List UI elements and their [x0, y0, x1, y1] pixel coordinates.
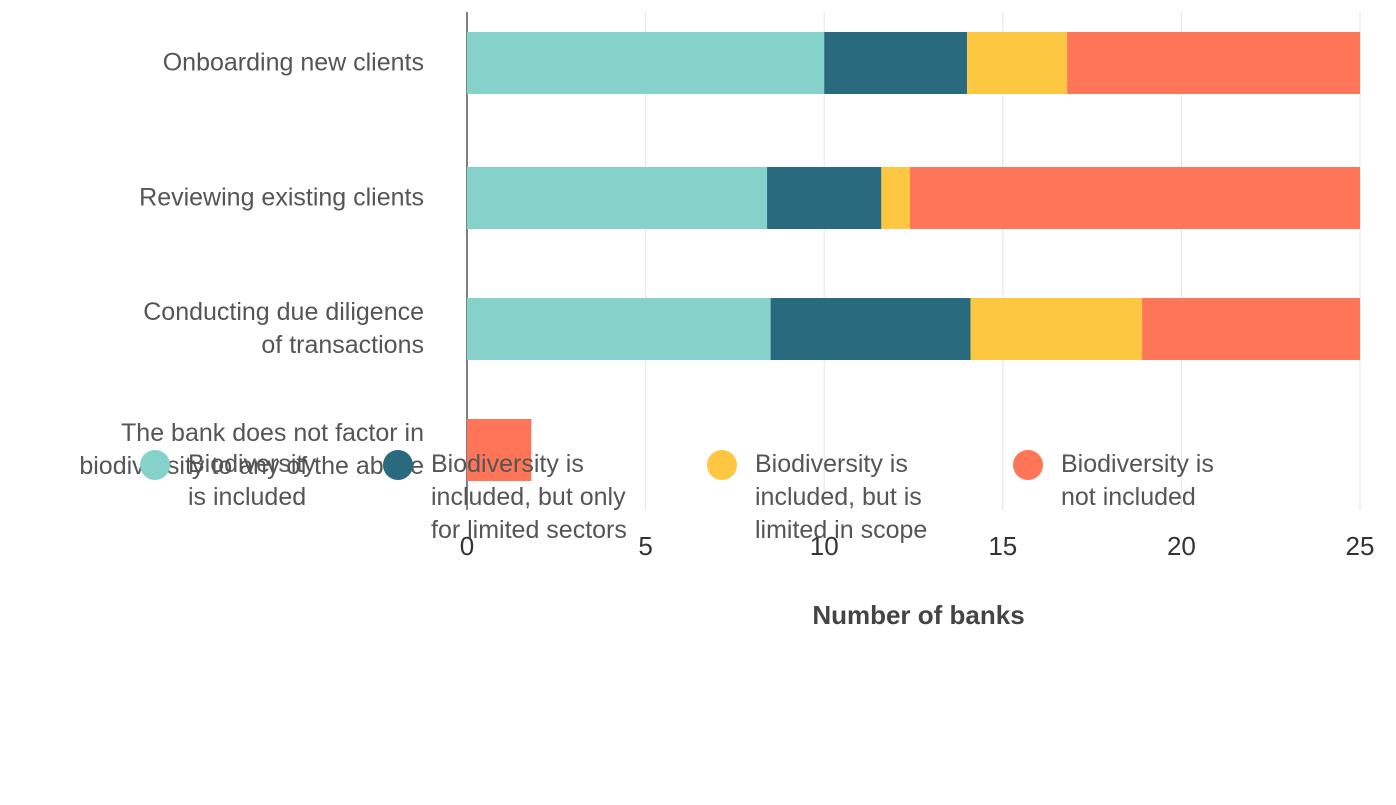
- category-label: Conducting due diligence of transactions: [143, 298, 424, 359]
- bar-segment: [467, 32, 825, 94]
- legend-swatch: [707, 450, 737, 480]
- category-label: Reviewing existing clients: [139, 183, 424, 212]
- x-tick-label: 10: [810, 531, 839, 561]
- legend-label: Biodiversity is included, but only for l…: [431, 450, 627, 544]
- legend-label: Biodiversity is included, but is limited…: [755, 450, 928, 544]
- x-tick-label: 15: [988, 531, 1017, 561]
- bar-segment: [770, 298, 971, 360]
- bar-segment: [970, 298, 1143, 360]
- legend-swatch: [140, 450, 170, 480]
- bar-segment: [467, 167, 768, 229]
- bar-segment: [767, 167, 882, 229]
- legend-label: Biodiversity is included: [188, 450, 316, 511]
- bar-segment: [881, 167, 910, 229]
- bar-segment: [967, 32, 1068, 94]
- bar-segment: [467, 298, 771, 360]
- x-tick-label: 5: [638, 531, 652, 561]
- bar-segment: [467, 419, 532, 481]
- x-tick-label: 20: [1167, 531, 1196, 561]
- category-label: The bank does not factor in biodiversity…: [79, 419, 424, 480]
- category-label: Onboarding new clients: [162, 48, 424, 77]
- bar-segment: [1067, 32, 1360, 94]
- bar-segment: [1142, 298, 1360, 360]
- x-tick-label: 0: [460, 531, 474, 561]
- bar-segment: [909, 167, 1360, 229]
- legend-swatch: [383, 450, 413, 480]
- x-tick-label: 25: [1346, 531, 1375, 561]
- legend-label: Biodiversity is not included: [1061, 450, 1214, 511]
- legend-swatch: [1013, 450, 1043, 480]
- x-axis-title: Number of banks: [812, 600, 1024, 630]
- bar-segment: [824, 32, 968, 94]
